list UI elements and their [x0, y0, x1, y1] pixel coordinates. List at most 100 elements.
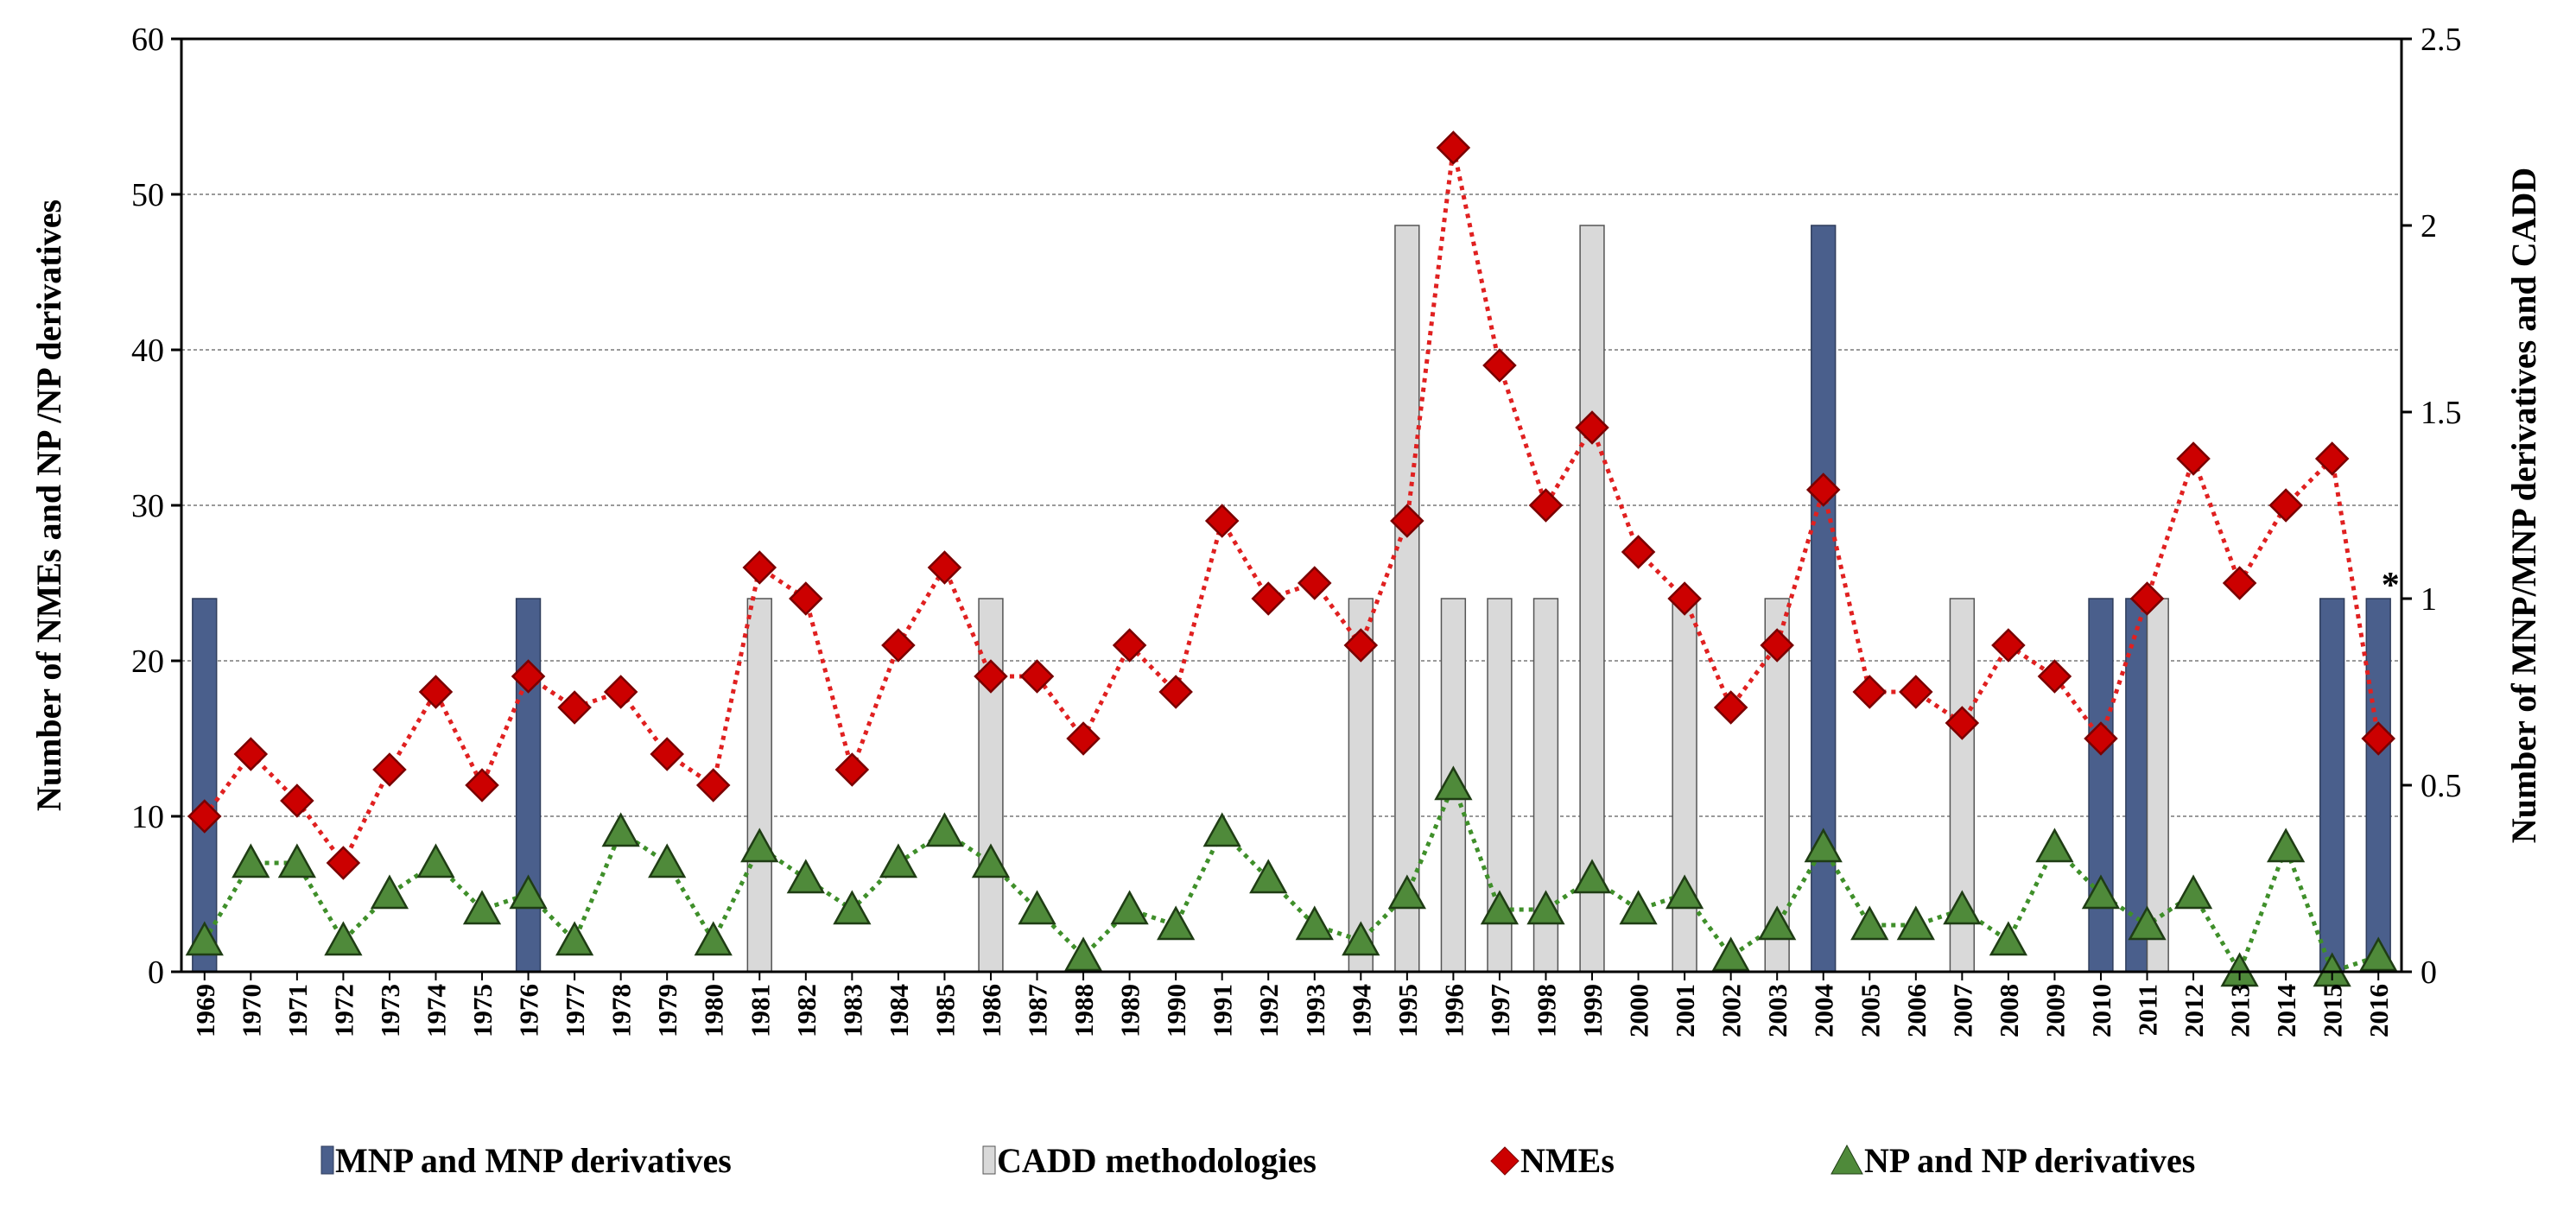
bar-mnp: [2365, 598, 2391, 973]
x-tick-label: 2000: [1624, 984, 1654, 1037]
x-tick-label: 1969: [190, 984, 220, 1037]
marker-np: [1619, 890, 1658, 925]
marker-np: [555, 921, 594, 956]
right-axis-title: Number of MNP/MNP derivatives and CADD: [2504, 168, 2543, 844]
left-axis-ticks: 0 10 20 30 40 50 60: [131, 22, 181, 991]
x-tick-label: 1982: [791, 984, 822, 1037]
x-tick-label: 1987: [1023, 984, 1053, 1037]
left-axis-title: Number of NMEs and NP /NP derivatives: [29, 200, 68, 811]
legend-swatch-nmes-diamond: [1490, 1146, 1520, 1176]
marker-nmes: [1760, 628, 1794, 663]
marker-nmes: [1667, 581, 1702, 616]
x-tick-label: 1984: [884, 984, 914, 1037]
marker-nmes: [1066, 721, 1101, 756]
bar-cadd: [1672, 598, 1697, 973]
marker-np: [2035, 828, 2074, 863]
marker-nmes: [511, 659, 546, 694]
x-tick-label: 1990: [1161, 984, 1191, 1037]
x-tick-label: 1996: [1438, 984, 1469, 1037]
marker-nmes: [1805, 472, 1841, 507]
left-tick-label: 40: [131, 333, 164, 369]
marker-nmes: [2314, 441, 2350, 476]
left-tick-label: 10: [131, 799, 164, 835]
marker-np: [370, 874, 409, 910]
x-tick-label: 1994: [1346, 984, 1376, 1037]
marker-nmes: [1019, 659, 1055, 694]
bar-mnp: [2319, 598, 2345, 973]
bar-cadd: [978, 598, 1004, 973]
x-tick-label: 1983: [837, 984, 867, 1037]
marker-nmes: [1482, 348, 1517, 383]
marker-np: [1665, 874, 1704, 910]
marker-np: [1063, 936, 1103, 972]
marker-nmes: [1390, 504, 1424, 538]
left-tick-label: 50: [131, 177, 164, 213]
legend-label-mnp: MNP and MNP derivatives: [335, 1141, 732, 1180]
marker-nmes: [1251, 581, 1285, 616]
x-tick-label: 1976: [514, 984, 544, 1037]
x-tick-label: 2008: [1994, 984, 2024, 1037]
x-axis-ticks: 1969 1970 1971 1972 1973 1974 1975 1976 1977 1978…: [190, 972, 2394, 1037]
marker-np: [1804, 828, 1843, 863]
marker-nmes: [2222, 566, 2257, 600]
bar-mnp: [515, 598, 542, 973]
x-tick-label: 2005: [1855, 984, 1885, 1037]
right-tick-label: 0.5: [2421, 768, 2462, 804]
x-tick-label: 1999: [1577, 984, 1608, 1037]
x-tick-label: 1978: [606, 984, 637, 1037]
marker-np: [1943, 890, 1982, 925]
legend-label-nmes: NMEs: [1520, 1141, 1615, 1180]
gridlines: [181, 193, 2402, 817]
marker-np: [1572, 859, 1612, 894]
x-tick-label: 1979: [652, 984, 682, 1037]
marker-np: [1295, 905, 1334, 941]
x-tick-label: 1992: [1253, 984, 1284, 1037]
marker-np: [2267, 828, 2306, 863]
marker-np: [1018, 890, 1056, 925]
x-tick-label: 1973: [375, 984, 405, 1037]
marker-nmes: [1852, 675, 1888, 709]
marker-np: [2220, 952, 2259, 987]
marker-np: [694, 921, 733, 956]
right-axis-ticks: 0 0.5 1 1.5 2 2.5: [2402, 22, 2462, 991]
x-tick-label: 1986: [976, 984, 1006, 1037]
marker-nmes: [1621, 535, 1656, 569]
marker-nmes: [1899, 675, 1933, 709]
x-tick-label: 1972: [328, 984, 358, 1037]
x-tick-label: 1993: [1300, 984, 1330, 1037]
x-tick-label: 1985: [930, 984, 960, 1037]
left-tick-label: 20: [131, 644, 164, 680]
x-tick-label: 2014: [2271, 984, 2301, 1037]
x-tick-label: 2001: [1670, 984, 1700, 1037]
marker-np: [1758, 905, 1797, 941]
marker-nmes: [557, 690, 592, 725]
x-tick-label: 2004: [1809, 984, 1839, 1037]
marker-np: [509, 874, 548, 910]
marker-nmes: [2176, 441, 2211, 476]
marker-np: [1110, 890, 1149, 925]
marker-nmes: [1343, 628, 1379, 663]
x-tick-label: 1974: [421, 984, 451, 1037]
marker-nmes: [1158, 675, 1193, 709]
marker-np: [2128, 905, 2167, 941]
x-tick-label: 1970: [236, 984, 266, 1037]
marker-nmes: [1112, 628, 1147, 663]
right-tick-label: 2: [2421, 208, 2437, 244]
marker-np: [1989, 921, 2028, 956]
marker-np: [277, 843, 316, 878]
x-tick-label: 2007: [1947, 984, 1977, 1037]
marker-np: [1850, 905, 1889, 941]
marker-nmes: [187, 799, 222, 834]
series-line-np: [202, 779, 2380, 977]
marker-nmes: [1713, 690, 1748, 725]
marker-np: [879, 843, 918, 878]
x-tick-label: 2011: [2133, 984, 2163, 1036]
marker-nmes: [2084, 721, 2118, 756]
x-tick-label: 2015: [2318, 984, 2348, 1037]
marker-np: [1387, 874, 1426, 910]
x-tick-label: 2002: [1716, 984, 1747, 1037]
x-tick-label: 2012: [2179, 984, 2209, 1037]
marker-np: [2081, 874, 2121, 910]
legend: MNP and MNP derivatives CADD methodologi…: [320, 1141, 2195, 1180]
marker-np: [1157, 905, 1196, 941]
